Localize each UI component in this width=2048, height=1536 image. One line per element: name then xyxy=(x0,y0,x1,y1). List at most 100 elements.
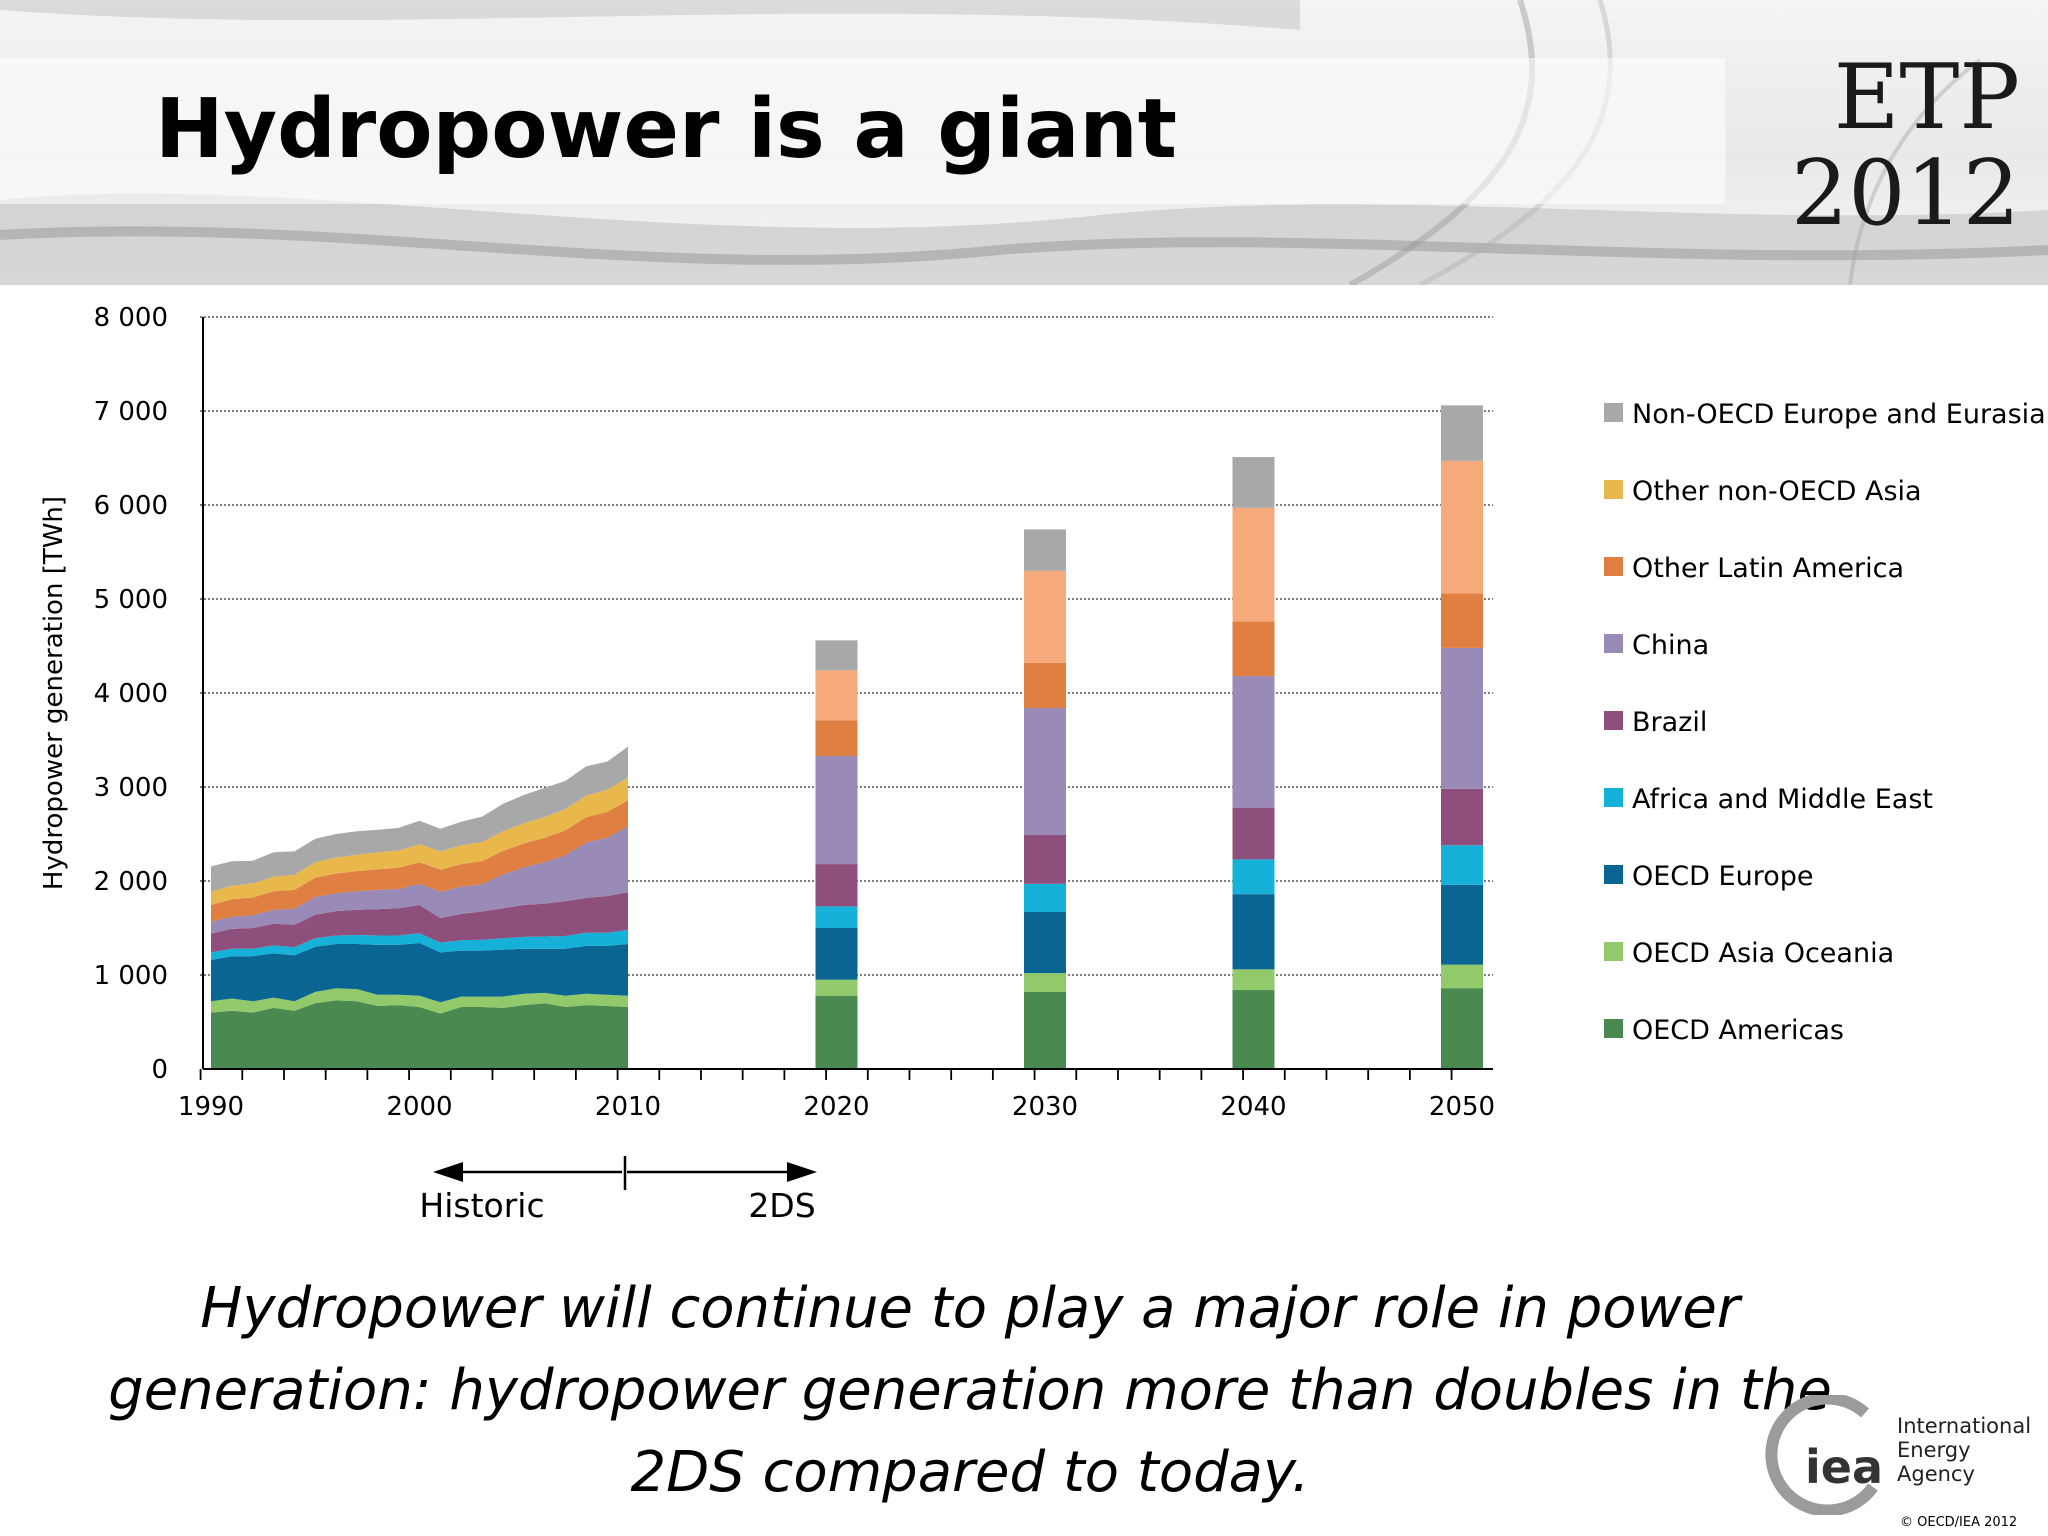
header-banner: Hydropower is a giant ETP 2012 xyxy=(0,0,2048,285)
bar-2030-other-latin-america xyxy=(1024,662,1066,709)
legend-label-oecd-asia-oceania: OECD Asia Oceania xyxy=(1632,938,1894,969)
bar-2020-china xyxy=(815,755,858,865)
title-panel xyxy=(0,58,1725,204)
area-oecd-asia-oceania xyxy=(211,988,628,1014)
bar-2030-oecd-asia-oceania xyxy=(1024,973,1066,992)
y-tick-label: 8 000 xyxy=(94,303,168,333)
bar-2050-china xyxy=(1441,647,1483,789)
y-tick-label: 7 000 xyxy=(94,397,168,427)
projection-stacked-bars xyxy=(815,405,1483,1069)
historic-stacked-areas xyxy=(211,746,628,1069)
svg-text:iea: iea xyxy=(1805,1440,1883,1494)
bar-2040-other-latin-america xyxy=(1232,621,1275,677)
bar-2050-brazil xyxy=(1441,788,1483,846)
x-tick-label: 2000 xyxy=(386,1092,452,1122)
bar-2020-oecd-asia-oceania xyxy=(815,979,858,996)
bar-2050-oecd-europe xyxy=(1441,884,1483,965)
x-tick-label: 2010 xyxy=(595,1092,661,1122)
bar-2020-oecd-europe xyxy=(815,928,858,980)
x-tick-label: 2040 xyxy=(1220,1092,1286,1122)
x-tick-label: 1990 xyxy=(178,1092,244,1122)
legend-swatch-other-latin-america xyxy=(1604,557,1623,576)
legend-label-non-oecd-europe-and-eurasia: Non-OECD Europe and Eurasia xyxy=(1632,399,2046,430)
bar-2030-oecd-europe xyxy=(1024,912,1066,974)
legend-swatch-china xyxy=(1604,634,1623,653)
bar-2030-brazil xyxy=(1024,834,1066,884)
legend-label-africa-and-middle-east: Africa and Middle East xyxy=(1632,784,1933,815)
etp-logo-line1: ETP xyxy=(1833,45,2020,150)
bar-2040-projection-extra xyxy=(1232,457,1275,508)
legend: Non-OECD Europe and Eurasia Other non-OEC… xyxy=(1604,399,2046,1046)
area-oecd-americas xyxy=(211,1000,628,1069)
y-tick-label: 0 xyxy=(151,1055,168,1085)
hydropower-chart: 0 1 000 2 000 3 000 4 000 5 000 6 000 7 000 8 00… xyxy=(39,303,2046,1225)
bar-2030-china xyxy=(1024,708,1066,835)
historic-label: Historic xyxy=(419,1186,544,1225)
area-other-non-oecd-asia xyxy=(211,777,628,905)
legend-label-china: China xyxy=(1632,630,1709,661)
area-other-latin-america xyxy=(211,800,628,922)
bar-2040-brazil xyxy=(1232,807,1275,860)
x-tick-labels: 1990 2000 2010 2020 2030 2040 2050 xyxy=(178,1092,1495,1122)
bar-2030-projection-extra xyxy=(1024,570,1066,663)
scenario-arrowhead xyxy=(787,1162,817,1182)
axes xyxy=(199,317,1493,1080)
bar-2040-oecd-americas xyxy=(1232,990,1275,1069)
y-tick-labels: 0 1 000 2 000 3 000 4 000 5 000 6 000 7 000 8 00… xyxy=(94,303,168,1085)
bar-2020-projection-extra xyxy=(815,640,858,671)
bar-2050-oecd-asia-oceania xyxy=(1441,964,1483,989)
area-oecd-europe xyxy=(211,943,628,1003)
area-africa-and-middle-east xyxy=(211,929,628,960)
y-tick-label: 4 000 xyxy=(94,679,168,709)
iea-org-line1: International xyxy=(1897,1414,2032,1438)
bar-2050-other-latin-america xyxy=(1441,593,1483,648)
gridlines xyxy=(200,316,1493,976)
bar-2040-oecd-europe xyxy=(1232,894,1275,970)
etp-logo-line2: 2012 xyxy=(1790,141,2020,246)
bar-2020-projection-extra xyxy=(815,670,858,721)
bar-2050-africa-and-middle-east xyxy=(1441,845,1483,885)
iea-logo: iea xyxy=(1765,1395,1883,1515)
legend-label-other-non-oecd-asia: Other non-OECD Asia xyxy=(1632,476,1922,507)
legend-swatch-brazil xyxy=(1604,711,1623,730)
bar-2020-brazil xyxy=(815,864,858,907)
slide-caption: Hydropower will continue to play a major… xyxy=(108,1276,1832,1505)
x-tick-label: 2020 xyxy=(803,1092,869,1122)
legend-label-brazil: Brazil xyxy=(1632,707,1707,738)
bar-2020-other-latin-america xyxy=(815,720,858,756)
legend-swatch-africa-and-middle-east xyxy=(1604,788,1623,807)
area-brazil xyxy=(211,892,628,953)
x-tick-label: 2030 xyxy=(1012,1092,1078,1122)
bar-2050-projection-extra xyxy=(1441,405,1483,461)
area-china xyxy=(211,826,628,934)
legend-swatch-other-non-oecd-asia xyxy=(1604,480,1623,499)
legend-swatch-non-oecd-europe-and-eurasia xyxy=(1604,403,1623,422)
y-axis-label: Hydropower generation [TWh] xyxy=(39,496,69,890)
slide-title: Hydropower is a giant xyxy=(155,82,1177,177)
historic-arrowhead xyxy=(433,1162,463,1182)
area-non-oecd-europe-and-eurasia xyxy=(211,746,628,892)
legend-swatch-oecd-americas xyxy=(1604,1019,1623,1038)
bar-2030-africa-and-middle-east xyxy=(1024,883,1066,913)
etp-logo: ETP 2012 xyxy=(1770,50,2020,242)
iea-org-line2: Energy Agency xyxy=(1897,1438,1975,1486)
y-tick-label: 1 000 xyxy=(94,961,168,991)
bar-2050-oecd-americas xyxy=(1441,988,1483,1069)
bar-2040-africa-and-middle-east xyxy=(1232,859,1275,895)
era-annotation: Historic 2DS xyxy=(419,1156,817,1225)
legend-label-other-latin-america: Other Latin America xyxy=(1632,553,1904,584)
bar-2020-africa-and-middle-east xyxy=(815,906,858,928)
legend-swatch-oecd-asia-oceania xyxy=(1604,942,1623,961)
bar-2020-oecd-americas xyxy=(815,995,858,1069)
bar-2040-oecd-asia-oceania xyxy=(1232,969,1275,991)
bar-2040-projection-extra xyxy=(1232,507,1275,622)
scenario-label: 2DS xyxy=(748,1186,815,1225)
legend-swatch-oecd-europe xyxy=(1604,865,1623,884)
iea-org-name: International Energy Agency xyxy=(1897,1414,2048,1486)
x-tick-label: 2050 xyxy=(1429,1092,1495,1122)
bar-2050-projection-extra xyxy=(1441,460,1483,594)
legend-label-oecd-europe: OECD Europe xyxy=(1632,861,1814,892)
copyright-footer: © OECD/IEA 2012 xyxy=(1900,1515,2018,1530)
bar-2040-china xyxy=(1232,676,1275,808)
y-tick-label: 6 000 xyxy=(94,491,168,521)
